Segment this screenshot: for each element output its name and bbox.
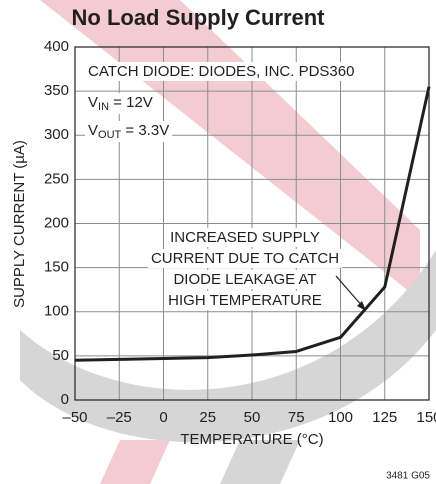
x-tick-label: –25 (107, 409, 132, 426)
arrow (335, 275, 364, 308)
x-tick-label: 50 (244, 409, 261, 426)
x-tick-label: 125 (372, 409, 397, 426)
label-background (167, 227, 323, 247)
annotation: VOUT = 3.3V (88, 122, 169, 141)
x-tick-label: 0 (159, 409, 167, 426)
annotation: VIN = 12V (88, 94, 153, 113)
x-tick-label: 150 (416, 409, 436, 426)
x-tick-label: 100 (328, 409, 353, 426)
y-tick-label: 200 (44, 214, 69, 231)
data-line (74, 86, 431, 362)
label-background (170, 269, 320, 289)
chart-title: No Load Supply Current (72, 5, 326, 30)
x-axis-label: TEMPERATURE (°C) (180, 431, 323, 448)
y-tick-label: 350 (44, 82, 69, 99)
annotation-part: V (88, 94, 98, 111)
y-tick-label: 150 (44, 259, 69, 276)
annotation: HIGH TEMPERATURE (168, 292, 322, 309)
label-background (85, 92, 156, 114)
x-tick-label: 75 (288, 409, 305, 426)
figure-id: 3481 G05 (386, 471, 430, 482)
y-tick-label: 100 (44, 303, 69, 320)
annotation-part: V (88, 122, 98, 139)
annotation: CATCH DIODE: DIODES, INC. PDS360 (88, 63, 354, 80)
annotation-part: = 12V (109, 94, 153, 111)
y-tick-label: 300 (44, 126, 69, 143)
label-background (147, 248, 343, 268)
annotations: CATCH DIODE: DIODES, INC. PDS360 VIN = 12… (85, 61, 366, 311)
label-background (85, 61, 358, 81)
x-tick-label: 25 (199, 409, 216, 426)
label-background (85, 120, 173, 142)
x-tick-label: –50 (62, 409, 87, 426)
annotation: DIODE LEAKAGE AT (173, 271, 316, 288)
annotation: CURRENT DUE TO CATCH (151, 250, 339, 267)
annotation-part: = 3.3V (121, 122, 169, 139)
annotation-subscript: IN (98, 101, 109, 113)
annotation: INCREASED SUPPLY (170, 229, 320, 246)
y-tick-label: 50 (52, 347, 69, 364)
y-tick-label: 250 (44, 170, 69, 187)
annotation-subscript: OUT (98, 129, 122, 141)
label-background (165, 290, 325, 310)
y-tick-label: 400 (44, 38, 69, 55)
y-tick-label: 0 (61, 391, 69, 408)
y-axis-label: SUPPLY CURRENT (µA) (11, 140, 28, 308)
plot-frame (74, 46, 430, 401)
arrow-head (357, 301, 366, 311)
